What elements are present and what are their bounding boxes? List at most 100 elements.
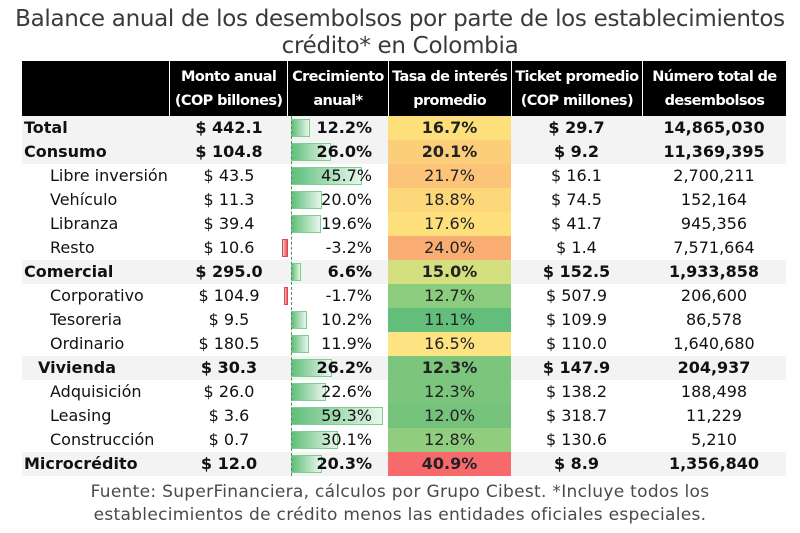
table-row: Vehículo $ 11.3 20.0% 18.8% $ 74.5 152,164: [22, 188, 786, 212]
table-row: Libre inversión $ 43.5 45.7% 21.7% $ 16.1 2,7…: [22, 164, 786, 188]
growth-cell: 26.2%: [288, 356, 388, 380]
count-cell: 1,640,680: [673, 334, 755, 353]
row-label: Comercial: [24, 262, 114, 281]
rate-cell: 12.7%: [388, 284, 511, 308]
ticket-cell: $ 8.9: [553, 454, 600, 473]
growth-value: 20.0%: [321, 190, 372, 209]
rate-cell: 24.0%: [388, 236, 511, 260]
row-label: Resto: [50, 238, 95, 257]
table-row: Total $ 442.1 12.2% 16.7% $ 29.7 14,865,030: [22, 116, 786, 140]
growth-cell: -1.7%: [284, 284, 388, 308]
count-cell: 1,356,840: [668, 454, 760, 473]
table-header: Monto anual (COP billones) Crecimiento anu…: [22, 61, 786, 116]
growth-value: 6.6%: [327, 262, 372, 281]
header-crecimiento: Crecimiento anual*: [287, 61, 387, 116]
row-label: Consumo: [24, 142, 107, 161]
count-cell: 7,571,664: [673, 238, 755, 257]
row-label: Total: [24, 118, 68, 137]
table-row: Adquisición $ 26.0 22.6% 12.3% $ 138.2 188,49…: [22, 380, 786, 404]
monto-cell: $ 10.6: [203, 238, 255, 257]
growth-value: 30.1%: [321, 430, 372, 449]
source-note-line-1: Fuente: SuperFinanciera, cálculos por Gr…: [90, 482, 710, 502]
table-row: Vivienda $ 30.3 26.2% 12.3% $ 147.9 204,937: [22, 356, 786, 380]
ticket-cell: $ 74.5: [551, 190, 602, 209]
growth-cell: -3.2%: [281, 236, 388, 260]
monto-cell: $ 3.6: [208, 406, 250, 425]
count-cell: 945,356: [680, 214, 748, 233]
count-cell: 14,865,030: [663, 118, 765, 137]
growth-cell: 10.2%: [288, 308, 388, 332]
monto-cell: $ 26.0: [203, 382, 255, 401]
ticket-cell: $ 41.7: [551, 214, 602, 233]
rate-cell: 16.5%: [388, 332, 511, 356]
row-label: Leasing: [50, 406, 112, 425]
row-label: Libre inversión: [50, 166, 168, 185]
growth-cell: 12.2%: [288, 116, 388, 140]
monto-cell: $ 30.3: [200, 358, 258, 377]
monto-cell: $ 0.7: [208, 430, 250, 449]
row-label: Vehículo: [50, 190, 118, 209]
rate-cell: 17.6%: [388, 212, 511, 236]
title-line-2: crédito* en Colombia: [281, 33, 519, 59]
growth-value: 12.2%: [316, 118, 372, 137]
rate-cell: 12.3%: [388, 356, 511, 380]
table-row: Libranza $ 39.4 19.6% 17.6% $ 41.7 945,356: [22, 212, 786, 236]
growth-bar-axis: [291, 116, 292, 476]
growth-bar: [291, 263, 302, 281]
growth-bar: [291, 335, 310, 353]
count-cell: 204,937: [677, 358, 751, 377]
count-cell: 11,229: [686, 406, 742, 425]
growth-cell: 6.6%: [288, 260, 388, 284]
rate-cell: 16.7%: [388, 116, 511, 140]
count-cell: 152,164: [680, 190, 748, 209]
count-cell: 11,369,395: [663, 142, 765, 161]
header-ticket: Ticket promedio (COP millones): [510, 61, 642, 116]
ticket-cell: $ 130.6: [545, 430, 608, 449]
monto-cell: $ 104.9: [198, 286, 260, 305]
title-line-1: Balance anual de los desembolsos por par…: [15, 6, 785, 32]
monto-cell: $ 442.1: [195, 118, 263, 137]
row-label: Ordinario: [50, 334, 125, 353]
ticket-cell: $ 110.0: [545, 334, 608, 353]
growth-value: 26.0%: [316, 142, 372, 161]
growth-cell: 26.0%: [288, 140, 388, 164]
count-cell: 2,700,211: [673, 166, 755, 185]
row-label: Tesoreria: [50, 310, 122, 329]
table-body: Total $ 442.1 12.2% 16.7% $ 29.7 14,865,030 Co…: [22, 116, 786, 476]
growth-cell: 59.3%: [288, 404, 388, 428]
ticket-cell: $ 109.9: [545, 310, 608, 329]
ticket-cell: $ 138.2: [545, 382, 608, 401]
growth-value: 20.3%: [316, 454, 372, 473]
rate-cell: 11.1%: [388, 308, 511, 332]
growth-bar: [291, 191, 323, 209]
growth-cell: 20.3%: [288, 452, 388, 476]
growth-bar: [291, 215, 322, 233]
growth-cell: 22.6%: [288, 380, 388, 404]
row-label: Vivienda: [38, 358, 116, 377]
ticket-cell: $ 9.2: [553, 142, 600, 161]
growth-cell: 45.7%: [288, 164, 388, 188]
ticket-cell: $ 1.4: [556, 238, 597, 257]
table-row: Construcción $ 0.7 30.1% 12.8% $ 130.6 5,210: [22, 428, 786, 452]
rate-cell: 15.0%: [388, 260, 511, 284]
growth-cell: 30.1%: [288, 428, 388, 452]
table-row: Ordinario $ 180.5 11.9% 16.5% $ 110.0 1,640,6…: [22, 332, 786, 356]
ticket-cell: $ 507.9: [545, 286, 608, 305]
ticket-cell: $ 147.9: [542, 358, 611, 377]
source-note-line-2: establecimientos de crédito menos las en…: [93, 505, 707, 525]
growth-value: 26.2%: [316, 358, 372, 377]
monto-cell: $ 11.3: [203, 190, 255, 209]
rate-cell: 18.8%: [388, 188, 511, 212]
header-numero: Número total de desembolsos: [641, 61, 786, 116]
ticket-cell: $ 29.7: [548, 118, 605, 137]
chart-title: Balance anual de los desembolsos por par…: [0, 6, 800, 60]
table-row: Comercial $ 295.0 6.6% 15.0% $ 152.5 1,933,85…: [22, 260, 786, 284]
header-tasa: Tasa de interés promedio: [387, 61, 511, 116]
growth-value: 45.7%: [321, 166, 372, 185]
ticket-cell: $ 152.5: [542, 262, 611, 281]
growth-bar: [281, 239, 288, 257]
rate-cell: 40.9%: [388, 452, 511, 476]
growth-bar: [291, 119, 310, 137]
rate-cell: 21.7%: [388, 164, 511, 188]
growth-cell: 20.0%: [288, 188, 388, 212]
